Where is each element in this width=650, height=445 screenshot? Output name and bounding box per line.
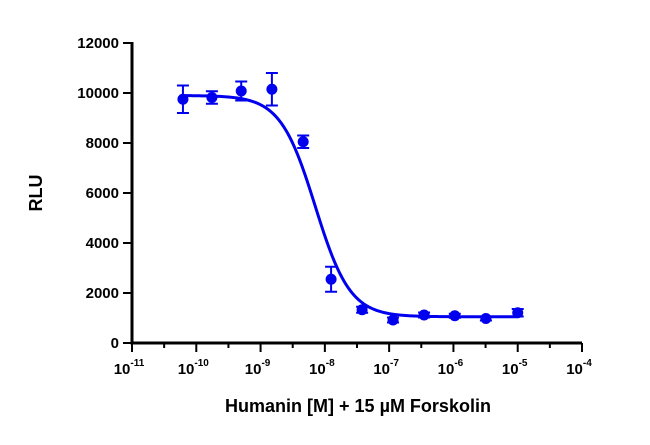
- data-point: [325, 273, 337, 285]
- data-point: [266, 83, 278, 95]
- x-tick-label: 10-11: [114, 358, 145, 378]
- y-axis-ticks: 0 2000 4000 6000 8000 10000 12000: [77, 35, 132, 352]
- y-tick-label: 4000: [86, 235, 119, 252]
- data-point: [480, 313, 492, 324]
- data-point: [356, 304, 368, 316]
- x-tick-label: 10-7: [373, 358, 399, 378]
- x-axis-title: Humanin [M] + 15 µM Forskolin: [225, 396, 491, 416]
- x-tick-label: 10-10: [178, 358, 210, 378]
- y-tick-label: 10000: [77, 85, 119, 102]
- x-tick-label: 10-8: [309, 358, 335, 378]
- y-tick-label: 12000: [77, 35, 119, 52]
- x-tick-label: 10-6: [438, 358, 464, 378]
- y-tick-label: 8000: [86, 135, 119, 152]
- data-point: [177, 93, 189, 105]
- data-points: [177, 83, 524, 326]
- x-tick-label: 10-5: [502, 358, 528, 378]
- fit-curve-layer: [182, 94, 518, 319]
- y-tick-label: 6000: [86, 185, 119, 202]
- y-tick-label: 2000: [86, 285, 119, 302]
- data-point: [297, 136, 309, 148]
- data-point: [206, 92, 218, 103]
- x-tick-label: 10-4: [566, 358, 592, 378]
- fit-curve: [182, 94, 518, 319]
- error-bars: [176, 72, 524, 324]
- data-point: [235, 85, 247, 97]
- y-axis-title: RLU: [26, 175, 46, 212]
- x-axis-ticks: 10-11 10-10 10-9 10-8 10-7 10-6 10-5 10-4: [114, 343, 592, 378]
- x-tick-label: 10-9: [245, 358, 271, 378]
- data-point: [387, 314, 399, 326]
- data-point: [418, 309, 430, 321]
- y-tick-label: 0: [111, 335, 119, 352]
- data-point: [449, 310, 461, 322]
- data-point: [512, 307, 524, 319]
